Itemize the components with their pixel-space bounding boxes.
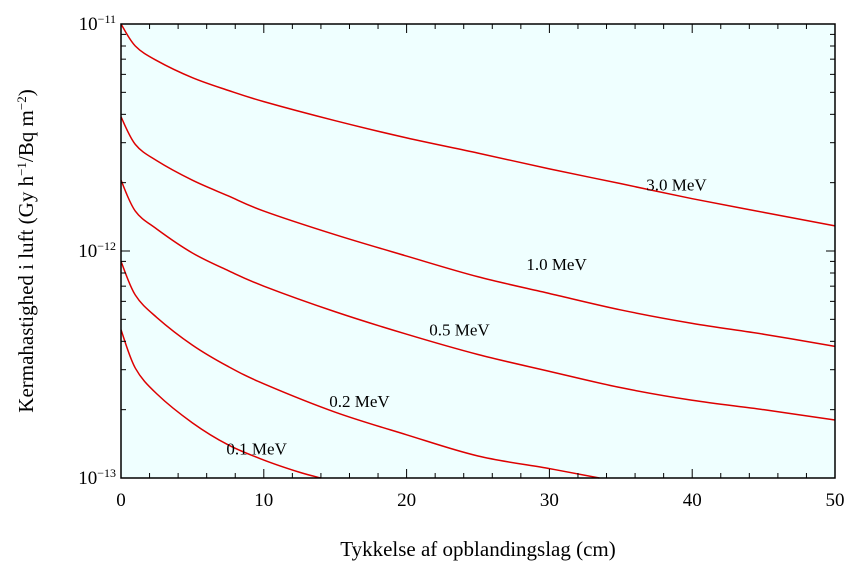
y-axis-title-sup1: −1 [14,162,29,176]
y-tick-label-base: 10 [78,468,97,489]
series-annotations: 3.0 MeV 1.0 MeV 0.5 MeV 0.2 MeV 0.1 MeV [226,176,707,459]
y-tick-label-exponent: −11 [98,12,116,26]
plot-area-background [121,24,835,478]
y-axis-title-part1: Kermahastighed i luft (Gy h [14,175,38,412]
y-tick-label: 10−13 [78,466,116,489]
series-annotation-label: 0.2 MeV [329,392,390,411]
plot-frame [120,23,836,479]
y-tick-label: 10−11 [79,12,116,35]
y-tick-label: 10−12 [78,239,116,262]
y-axis-title-sup2: −2 [14,96,29,110]
series-line-3-0-mev [120,23,836,227]
x-tick-label: 50 [826,490,845,511]
series-annotation-label: 1.0 MeV [526,255,587,274]
series-annotation-label: 0.1 MeV [226,439,287,458]
x-tick-label: 40 [683,490,702,511]
y-tick-label-base: 10 [78,241,97,262]
y-tick-label-exponent: −12 [97,239,116,253]
y-axis-title: Kermahastighed i luft (Gy h−1/Bq m−2) [14,89,39,412]
series-annotation-label: 0.5 MeV [429,321,490,340]
series-line-0-2-mev [120,261,600,479]
series-lines [120,23,836,479]
series-line-0-1-mev [120,329,322,479]
series-line-0-5-mev [120,179,836,421]
series-line-1-0-mev [120,116,836,348]
x-tick-labels: 0 10 20 30 40 50 [116,490,844,511]
x-tick-label: 0 [116,490,126,511]
x-tick-label: 10 [254,490,273,511]
y-axis-title-part2: /Bq m [14,110,38,162]
series-annotation-label: 3.0 MeV [646,176,707,195]
y-axis-title-part3: ) [14,89,38,96]
x-axis-title: Tykkelse af opblandingslag (cm) [340,537,616,561]
x-tick-label: 30 [540,490,559,511]
x-tick-label: 20 [397,490,416,511]
y-tick-label-base: 10 [79,14,98,35]
y-tick-label-exponent: −13 [97,466,116,480]
